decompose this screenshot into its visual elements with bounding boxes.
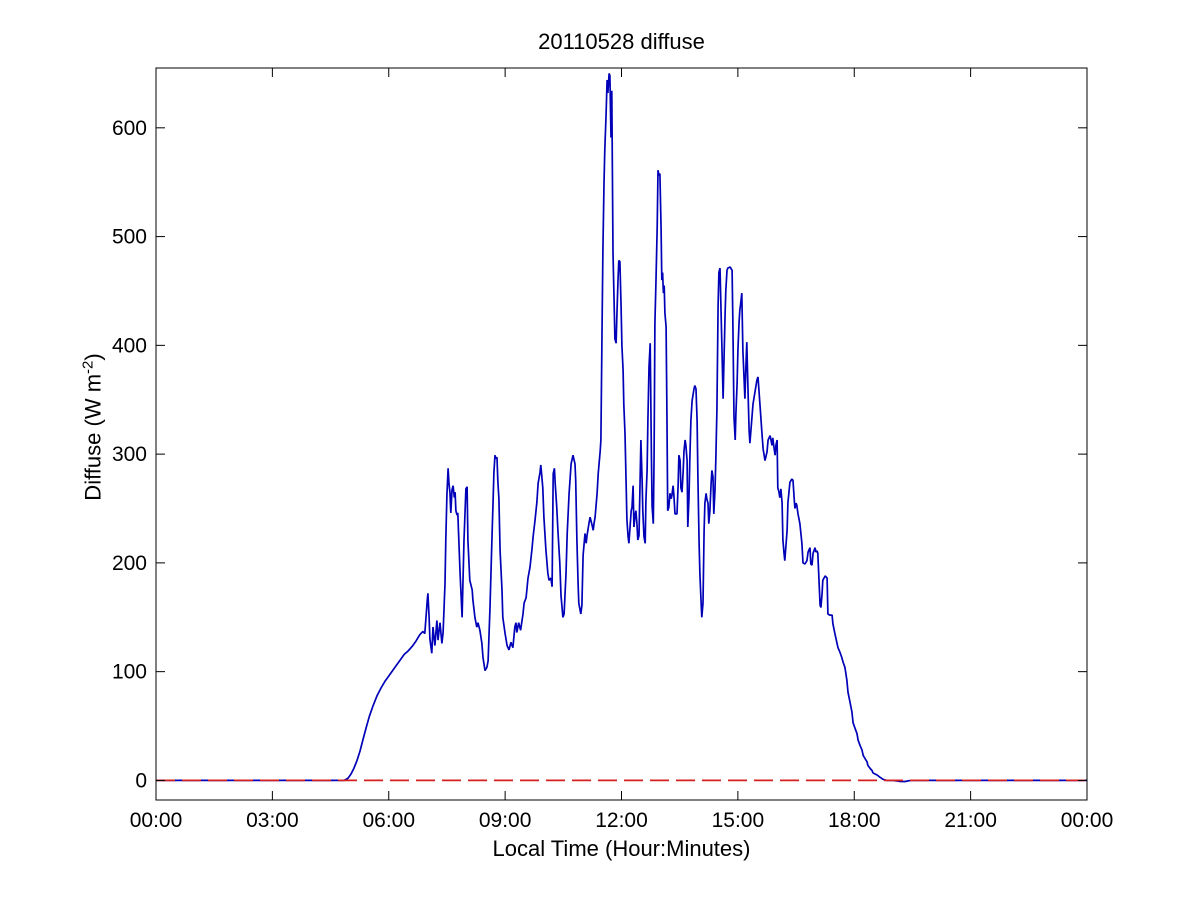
x-tick-label: 15:00 <box>712 809 765 832</box>
y-axis-label-close: ) <box>80 353 106 361</box>
x-tick-label: 03:00 <box>246 809 299 832</box>
y-tick-label: 300 <box>112 443 147 466</box>
y-tick-label: 400 <box>112 334 147 357</box>
x-tick-label: 12:00 <box>595 809 648 832</box>
x-axis-label: Local Time (Hour:Minutes) <box>492 836 751 861</box>
x-tick-label: 00:00 <box>130 809 183 832</box>
x-tick-label: 06:00 <box>362 809 415 832</box>
y-axis-label: Diffuse (W m-2) <box>79 353 106 500</box>
diffuse-curve <box>156 73 1087 783</box>
y-axis-label-text: Diffuse (W m <box>80 373 106 501</box>
x-tick-label: 18:00 <box>828 809 881 832</box>
x-tick-label: 21:00 <box>944 809 997 832</box>
y-tick-label: 200 <box>112 552 147 575</box>
y-tick-label: 600 <box>112 117 147 140</box>
y-tick-label: 0 <box>135 769 147 792</box>
x-tick-label: 09:00 <box>479 809 532 832</box>
y-axis-label-exponent: -2 <box>79 360 97 374</box>
y-tick-label: 100 <box>112 661 147 684</box>
chart-title: 20110528 diffuse <box>538 29 705 54</box>
y-tick-label: 500 <box>112 226 147 249</box>
axis-box <box>155 67 1088 801</box>
x-tick-label: 00:00 <box>1061 809 1114 832</box>
